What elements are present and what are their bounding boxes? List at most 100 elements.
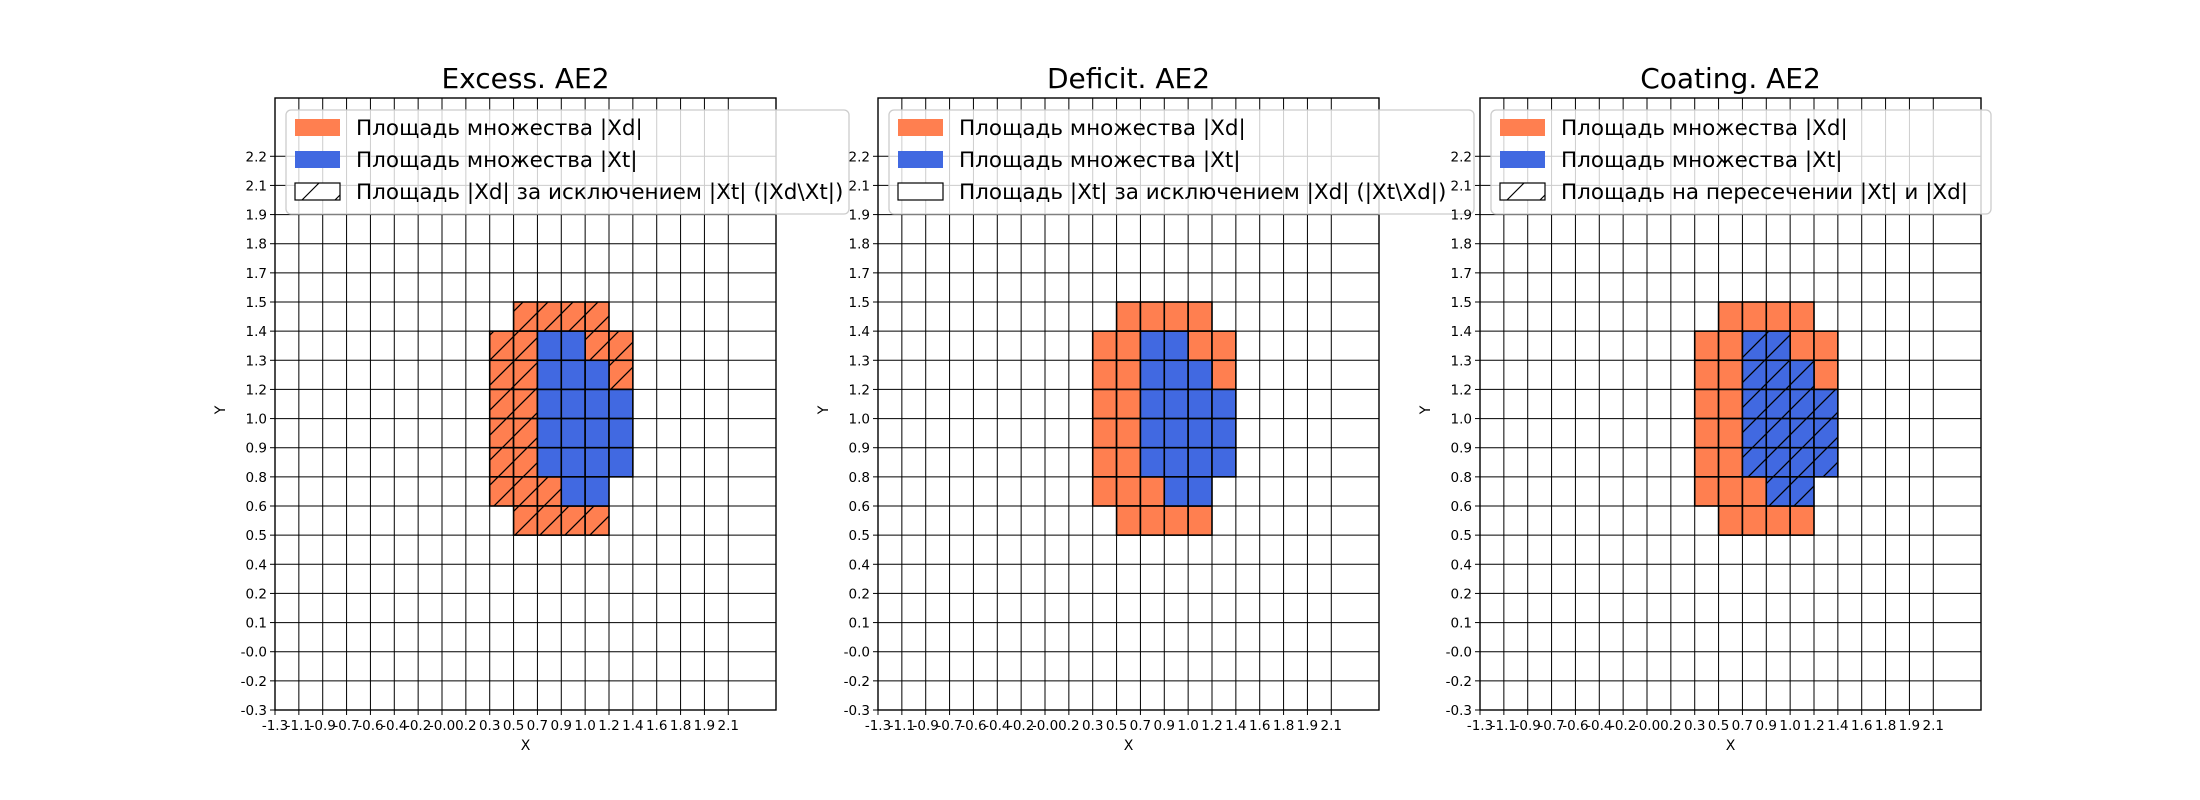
x-tick-label: 0.5 xyxy=(503,718,524,734)
legend-box xyxy=(888,109,1475,215)
xt-hatch xyxy=(1742,360,1767,390)
xd-cell xyxy=(1693,330,1720,362)
x-axis-label: X xyxy=(521,738,531,754)
xd-cell xyxy=(1717,301,1744,332)
y-tick-label: 0.2 xyxy=(1451,586,1472,602)
x-tick-label: 0.3 xyxy=(1082,718,1103,734)
xd-hatch xyxy=(537,506,562,536)
y-tick-label: 1.5 xyxy=(246,295,267,311)
x-axis-label: X xyxy=(1124,738,1134,754)
xt-cell xyxy=(584,417,610,449)
xd-hatch xyxy=(561,302,586,332)
xt-cell xyxy=(536,330,563,362)
xd-cell xyxy=(1115,359,1142,391)
legend-label: Площадь множества |Xd| xyxy=(356,116,643,141)
x-tick-label: 1.8 xyxy=(1273,718,1294,734)
xd-hatch xyxy=(489,447,514,477)
x-tick-label: 1.0 xyxy=(1779,718,1800,734)
xd-cell xyxy=(1139,301,1166,332)
y-tick-label: 0.4 xyxy=(246,557,267,573)
x-tick-label: 0.5 xyxy=(1106,718,1127,734)
x-tick-label: 0.7 xyxy=(527,718,548,734)
x-tick-label: 1.4 xyxy=(1225,718,1246,734)
x-tick-label: 1.2 xyxy=(1803,718,1824,734)
chart-title: Coating. AE2 xyxy=(1640,62,1821,95)
axes-frame xyxy=(1479,97,1982,711)
y-tick-label: 2.2 xyxy=(246,149,267,165)
y-tick-label: 1.4 xyxy=(246,324,267,340)
x-tick-label: 1.2 xyxy=(1201,718,1222,734)
x-tick-label: 1.4 xyxy=(622,718,643,734)
xd-hatch xyxy=(513,360,538,390)
xt-hatch xyxy=(1790,447,1814,477)
xd-cell xyxy=(1211,359,1237,391)
x-tick-label: 1.8 xyxy=(670,718,691,734)
y-tick-label: 1.3 xyxy=(1451,353,1472,369)
y-tick-label: 1.8 xyxy=(246,237,267,253)
xt-hatch xyxy=(1742,389,1767,419)
y-tick-label: 0.6 xyxy=(246,499,267,515)
x-tick-label: 1.2 xyxy=(598,718,619,734)
y-tick-label: 1.0 xyxy=(1451,412,1472,428)
legend-hatch-line xyxy=(1539,194,1546,201)
x-tick-label: 0.3 xyxy=(1684,718,1705,734)
xd-cell xyxy=(1163,505,1189,536)
y-tick-label: 1.3 xyxy=(246,353,267,369)
xt-cell xyxy=(608,388,634,420)
legend-box xyxy=(1490,109,1992,215)
x-tick-label: -1.1 xyxy=(1491,718,1517,734)
y-tick-label: -0.2 xyxy=(1446,674,1472,690)
x-tick-label: 1.0 xyxy=(574,718,595,734)
x-tick-label: -0.2 xyxy=(1008,718,1034,734)
y-axis-label: Y xyxy=(816,405,832,415)
x-tick-label: -0.9 xyxy=(310,718,336,734)
xd-cell xyxy=(1091,476,1118,507)
xd-cell xyxy=(1693,359,1720,391)
legend-label: Площадь множества |Xd| xyxy=(959,116,1246,141)
x-tick-label: 1.4 xyxy=(1827,718,1848,734)
xd-hatch xyxy=(537,302,562,332)
xt-cell xyxy=(560,446,586,478)
xt-cell xyxy=(1187,359,1213,391)
xd-cell xyxy=(1717,505,1744,536)
legend-swatch-outline xyxy=(897,182,944,201)
x-tick-label: 2.1 xyxy=(1321,718,1342,734)
xd-cell xyxy=(1187,505,1213,536)
xt-hatch xyxy=(1742,331,1767,361)
xd-hatch xyxy=(537,476,562,506)
x-tick-label: 1.6 xyxy=(1851,718,1872,734)
y-tick-label: 1.4 xyxy=(849,324,870,340)
x-tick-label: -0.6 xyxy=(357,718,383,734)
xt-cell xyxy=(1163,359,1189,391)
xd-hatch xyxy=(513,389,538,419)
legend-swatch-outline xyxy=(1499,182,1546,201)
legend-swatch-xt xyxy=(1500,151,1545,168)
x-tick-label: -0.6 xyxy=(960,718,986,734)
x-tick-label: 0.2 xyxy=(455,718,476,734)
x-tick-label: 2.1 xyxy=(1923,718,1944,734)
y-tick-label: 0.8 xyxy=(246,470,267,486)
x-tick-label: -0.0 xyxy=(429,718,455,734)
y-tick-label: 1.9 xyxy=(246,208,267,224)
xt-cell xyxy=(1187,446,1213,478)
y-tick-label: 0.9 xyxy=(246,441,267,457)
xt-hatch xyxy=(1814,418,1838,448)
y-tick-label: 1.8 xyxy=(1451,237,1472,253)
xt-hatch xyxy=(1790,418,1814,448)
legend-swatch-xt xyxy=(898,151,943,168)
y-tick-label: -0.2 xyxy=(241,674,267,690)
subplot-2: -1.3-1.1-0.9-0.7-0.6-0.4-0.2-0.0 0.2 0.3 0.… xyxy=(816,62,1475,754)
y-tick-label: -0.3 xyxy=(241,703,267,719)
y-tick-label: -0.2 xyxy=(844,674,870,690)
xd-cell xyxy=(1789,301,1815,332)
subplot-3: -1.3-1.1-0.9-0.7-0.6-0.4-0.2-0.0 0.2 0.3 0.… xyxy=(1418,62,1992,754)
legend: Площадь множества |Xd| Площадь множества … xyxy=(888,109,1475,215)
xt-cell xyxy=(560,476,586,507)
xd-hatch xyxy=(489,418,514,448)
x-tick-label: -0.9 xyxy=(913,718,939,734)
xd-cell xyxy=(1693,388,1720,420)
y-tick-label: 1.0 xyxy=(246,412,267,428)
xd-cell xyxy=(1115,417,1142,449)
y-tick-label: 0.1 xyxy=(1451,616,1472,632)
